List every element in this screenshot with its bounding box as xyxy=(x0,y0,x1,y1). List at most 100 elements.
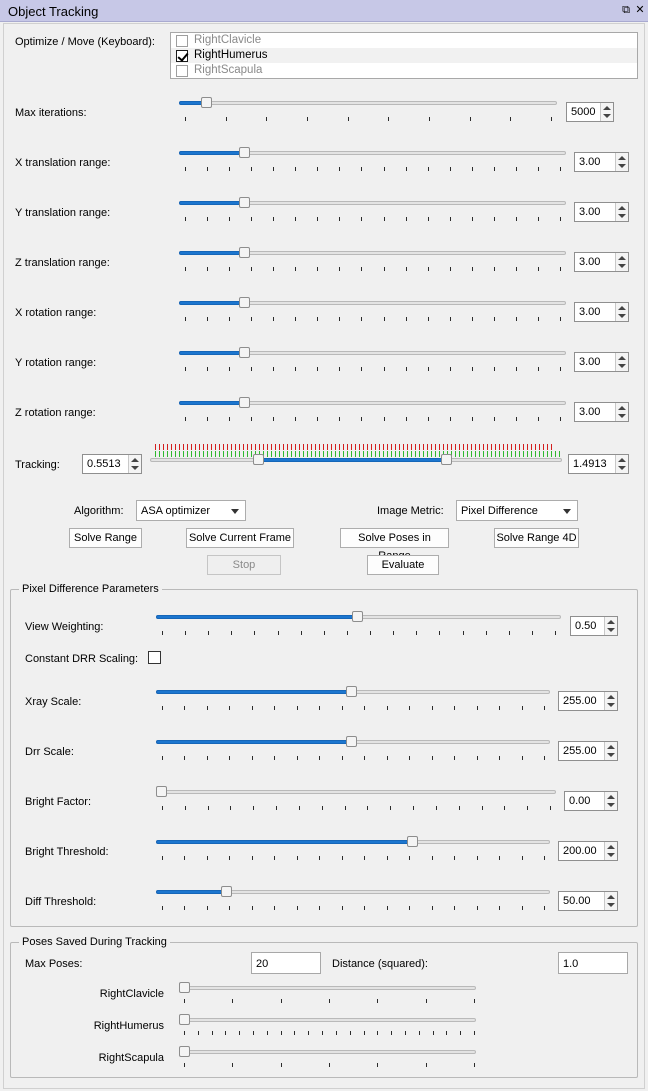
evaluate-button[interactable]: Evaluate xyxy=(367,555,439,575)
max-iterations-slider-track[interactable] xyxy=(179,101,557,105)
spin-down-icon[interactable] xyxy=(603,114,611,118)
spin-up-icon[interactable] xyxy=(603,106,611,110)
spin-down-icon[interactable] xyxy=(607,753,615,757)
pose-slider-handle[interactable] xyxy=(179,982,190,993)
spin-up-icon[interactable] xyxy=(131,458,139,462)
spin-down-icon[interactable] xyxy=(131,466,139,470)
spin-down-icon[interactable] xyxy=(607,903,615,907)
view-weighting-spinbox[interactable]: 0.50 xyxy=(570,616,618,636)
spin-down-icon[interactable] xyxy=(618,466,626,470)
list-item-righthumerus[interactable]: RightHumerus xyxy=(171,48,637,63)
x-rotation-range-slider-track[interactable] xyxy=(179,301,566,305)
z-rotation-range-slider-handle[interactable] xyxy=(239,397,250,408)
checkbox-rightscapula[interactable] xyxy=(176,65,188,77)
close-icon[interactable]: ✕ xyxy=(635,4,645,16)
spin-buttons[interactable] xyxy=(604,742,617,760)
spin-down-icon[interactable] xyxy=(607,803,615,807)
x-translation-range-slider-track[interactable] xyxy=(179,151,566,155)
x-translation-range-slider-handle[interactable] xyxy=(239,147,250,158)
max-iterations-spinbox[interactable]: 5000 xyxy=(566,102,614,122)
stop-button[interactable]: Stop xyxy=(207,555,281,575)
pose-slider-handle[interactable] xyxy=(179,1014,190,1025)
tracking-low-handle[interactable] xyxy=(253,454,264,465)
spin-buttons[interactable] xyxy=(615,403,628,421)
y-translation-range-spinbox[interactable]: 3.00 xyxy=(574,202,629,222)
spin-down-icon[interactable] xyxy=(618,164,626,168)
tracking-low-spinbox[interactable]: 0.5513 xyxy=(82,454,142,474)
bright-threshold-slider-handle[interactable] xyxy=(407,836,418,847)
tracking-range-slider-track[interactable] xyxy=(150,458,562,462)
x-translation-range-spinbox[interactable]: 3.00 xyxy=(574,152,629,172)
bright-factor-spinbox[interactable]: 0.00 xyxy=(564,791,618,811)
z-rotation-range-slider-track[interactable] xyxy=(179,401,566,405)
pose-slider-track[interactable] xyxy=(179,1050,476,1054)
spin-buttons[interactable] xyxy=(604,692,617,710)
spin-buttons[interactable] xyxy=(615,303,628,321)
y-rotation-range-spinbox[interactable]: 3.00 xyxy=(574,352,629,372)
spin-buttons[interactable] xyxy=(615,153,628,171)
spin-down-icon[interactable] xyxy=(607,703,615,707)
bright-factor-slider-handle[interactable] xyxy=(156,786,167,797)
bright-threshold-spinbox[interactable]: 200.00 xyxy=(558,841,618,861)
diff-threshold-slider-handle[interactable] xyxy=(221,886,232,897)
bright-threshold-slider-track[interactable] xyxy=(156,840,550,844)
spin-up-icon[interactable] xyxy=(618,206,626,210)
diff-threshold-spinbox[interactable]: 50.00 xyxy=(558,891,618,911)
drr-scale-spinbox[interactable]: 255.00 xyxy=(558,741,618,761)
spin-down-icon[interactable] xyxy=(618,214,626,218)
solve-poses-in-range-button[interactable]: Solve Poses in Range xyxy=(340,528,449,562)
y-translation-range-slider-handle[interactable] xyxy=(239,197,250,208)
max-poses-input[interactable]: 20 xyxy=(251,952,321,974)
distance-input[interactable]: 1.0 xyxy=(558,952,628,974)
list-item-rightclavicle[interactable]: RightClavicle xyxy=(171,33,637,48)
spin-up-icon[interactable] xyxy=(607,695,615,699)
z-translation-range-slider-track[interactable] xyxy=(179,251,566,255)
xray-scale-spinbox[interactable]: 255.00 xyxy=(558,691,618,711)
checkbox-righthumerus[interactable] xyxy=(176,50,188,62)
spin-down-icon[interactable] xyxy=(607,853,615,857)
spin-down-icon[interactable] xyxy=(618,314,626,318)
optimize-body-list[interactable]: RightClavicle RightHumerus RightScapula xyxy=(170,32,638,79)
spin-up-icon[interactable] xyxy=(618,306,626,310)
spin-up-icon[interactable] xyxy=(618,406,626,410)
spin-buttons[interactable] xyxy=(604,792,617,810)
spin-up-icon[interactable] xyxy=(607,620,615,624)
diff-threshold-slider-track[interactable] xyxy=(156,890,550,894)
y-rotation-range-slider-track[interactable] xyxy=(179,351,566,355)
checkbox-rightclavicle[interactable] xyxy=(176,35,188,47)
spin-buttons[interactable] xyxy=(128,455,141,473)
spin-up-icon[interactable] xyxy=(618,256,626,260)
pose-slider-track[interactable] xyxy=(179,1018,476,1022)
spin-buttons[interactable] xyxy=(604,617,617,635)
tracking-high-spinbox[interactable]: 1.4913 xyxy=(568,454,629,474)
float-window-icon[interactable]: ⧉ xyxy=(622,4,630,16)
spin-up-icon[interactable] xyxy=(607,795,615,799)
spin-buttons[interactable] xyxy=(604,842,617,860)
spin-down-icon[interactable] xyxy=(618,264,626,268)
spin-buttons[interactable] xyxy=(600,103,613,121)
spin-buttons[interactable] xyxy=(615,253,628,271)
spin-up-icon[interactable] xyxy=(618,156,626,160)
constant-drr-checkbox[interactable] xyxy=(148,651,161,664)
pose-slider-handle[interactable] xyxy=(179,1046,190,1057)
spin-up-icon[interactable] xyxy=(607,845,615,849)
tracking-high-handle[interactable] xyxy=(441,454,452,465)
y-translation-range-slider-track[interactable] xyxy=(179,201,566,205)
spin-down-icon[interactable] xyxy=(607,628,615,632)
solve-current-frame-button[interactable]: Solve Current Frame xyxy=(186,528,294,548)
spin-up-icon[interactable] xyxy=(607,745,615,749)
z-rotation-range-spinbox[interactable]: 3.00 xyxy=(574,402,629,422)
spin-up-icon[interactable] xyxy=(618,458,626,462)
spin-buttons[interactable] xyxy=(615,353,628,371)
max-iterations-slider-handle[interactable] xyxy=(201,97,212,108)
spin-down-icon[interactable] xyxy=(618,364,626,368)
pose-slider-track[interactable] xyxy=(179,986,476,990)
image-metric-select[interactable]: Pixel Difference xyxy=(456,500,578,521)
spin-buttons[interactable] xyxy=(615,455,628,473)
spin-buttons[interactable] xyxy=(604,892,617,910)
z-translation-range-slider-handle[interactable] xyxy=(239,247,250,258)
z-translation-range-spinbox[interactable]: 3.00 xyxy=(574,252,629,272)
algorithm-select[interactable]: ASA optimizer xyxy=(136,500,246,521)
x-rotation-range-slider-handle[interactable] xyxy=(239,297,250,308)
x-rotation-range-spinbox[interactable]: 3.00 xyxy=(574,302,629,322)
